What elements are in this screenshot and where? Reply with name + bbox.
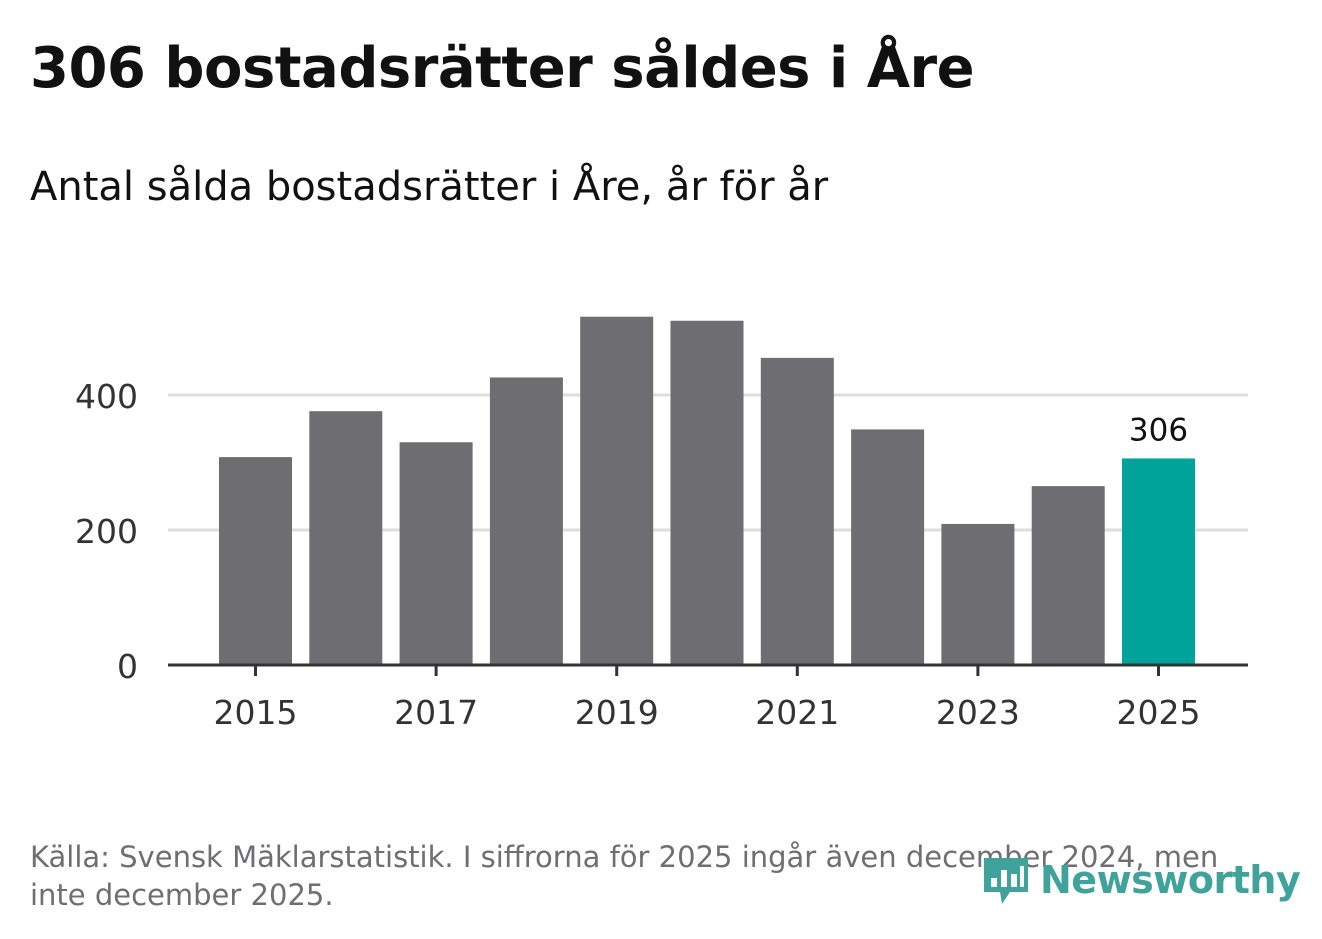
brand-name: Newsworthy (1040, 858, 1301, 902)
chart-subtitle: Antal sålda bostadsrätter i Åre, år för … (30, 164, 829, 210)
bar-2023 (941, 523, 1015, 665)
x-tick-label: 2019 (575, 693, 659, 732)
bar-2016 (309, 411, 383, 665)
data-label: 306 (1129, 412, 1188, 448)
y-tick-label: 200 (75, 512, 138, 551)
x-tick-label: 2021 (755, 693, 839, 732)
x-tick-label: 2023 (936, 693, 1020, 732)
x-tick-label: 2015 (214, 693, 298, 732)
x-tick-label: 2025 (1117, 693, 1201, 732)
bar-2024 (1031, 486, 1105, 665)
chart-title: 306 bostadsrätter såldes i Åre (30, 36, 975, 101)
bar-2020 (670, 320, 744, 665)
bar-2019 (580, 316, 654, 665)
x-tick-label: 2017 (394, 693, 478, 732)
y-tick-label: 400 (75, 377, 138, 416)
bar-2015 (219, 457, 292, 665)
bar-2021 (760, 357, 834, 665)
bar-2025 (1122, 458, 1195, 665)
newsworthy-logo: Newsworthy (980, 852, 1301, 908)
bar-2018 (489, 377, 563, 665)
bar-2017 (399, 442, 473, 665)
y-tick-label: 0 (117, 647, 138, 686)
bar-2022 (851, 429, 925, 665)
bar-chart-speech-bubble-icon (984, 858, 1028, 904)
